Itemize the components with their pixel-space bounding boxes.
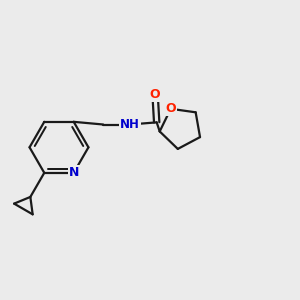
Text: N: N [68, 166, 79, 179]
Text: O: O [150, 88, 160, 101]
Text: O: O [165, 102, 176, 115]
Text: NH: NH [120, 118, 140, 131]
